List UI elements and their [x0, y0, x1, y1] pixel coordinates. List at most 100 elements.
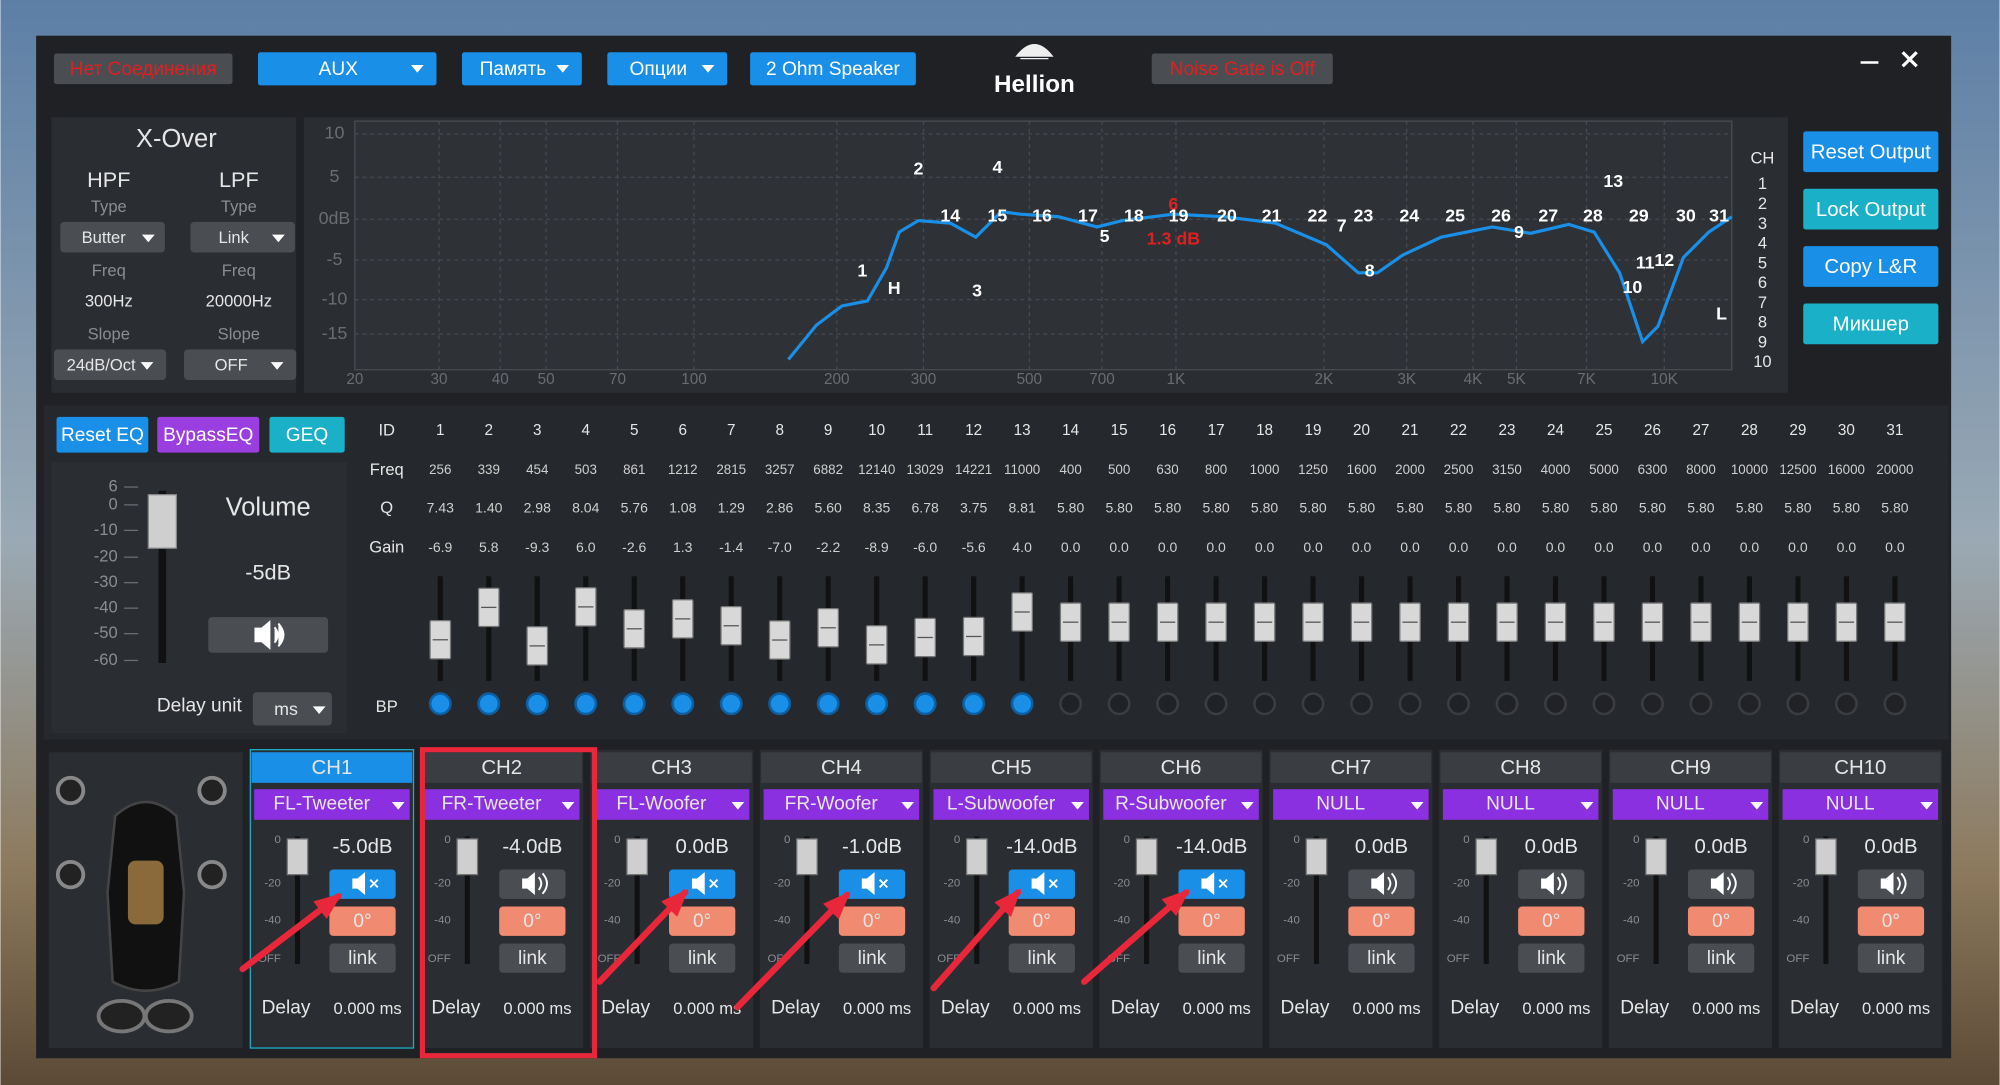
channel-list-item[interactable]: 10: [1753, 352, 1771, 371]
link-button[interactable]: [1348, 943, 1415, 973]
eq-point-label[interactable]: 4: [992, 157, 1002, 177]
bp-toggle[interactable]: [1447, 692, 1470, 716]
bp-toggle[interactable]: [1204, 692, 1228, 716]
eq-point-label[interactable]: 9: [1514, 222, 1524, 242]
link-button[interactable]: [669, 943, 736, 973]
assign-select[interactable]: [1612, 789, 1769, 820]
eq-point-label[interactable]: 18: [1124, 205, 1144, 225]
bp-toggle[interactable]: [768, 692, 792, 716]
bp-toggle[interactable]: [913, 692, 937, 716]
phase-button[interactable]: [1518, 906, 1585, 936]
bp-toggle[interactable]: [1301, 692, 1325, 716]
eq-point-label[interactable]: 14: [940, 205, 960, 225]
eq-point-label[interactable]: 12: [1654, 250, 1674, 270]
channel-header[interactable]: [591, 752, 752, 783]
link-button[interactable]: [499, 943, 566, 973]
eq-point-label[interactable]: 19: [1169, 205, 1189, 225]
channel-slider-thumb[interactable]: [796, 838, 818, 876]
bp-toggle[interactable]: [622, 692, 646, 716]
bp-toggle[interactable]: [1737, 692, 1761, 716]
phase-button[interactable]: [838, 906, 906, 936]
phase-button[interactable]: [1857, 906, 1925, 936]
eq-point-label[interactable]: 10: [1622, 277, 1642, 297]
channel-list-item[interactable]: 8: [1758, 313, 1767, 332]
channel-header[interactable]: [1270, 752, 1432, 783]
phase-button[interactable]: [1687, 906, 1755, 936]
bp-toggle[interactable]: [1786, 692, 1810, 716]
eq-point-label[interactable]: 31: [1709, 205, 1729, 225]
slope-select[interactable]: [184, 349, 297, 380]
phase-button[interactable]: [499, 906, 566, 936]
eq-point-label[interactable]: 2: [913, 158, 923, 178]
channel-header[interactable]: [251, 752, 413, 783]
output-button[interactable]: [1803, 188, 1939, 230]
eq-point-label[interactable]: 24: [1399, 205, 1419, 225]
eq-point-label[interactable]: 5: [1100, 226, 1110, 246]
eq-point-label[interactable]: 30: [1676, 205, 1696, 225]
phase-button[interactable]: [1178, 906, 1245, 936]
phase-button[interactable]: [1348, 906, 1415, 936]
eq-point-label[interactable]: 15: [988, 205, 1008, 225]
speaker-icon[interactable]: [55, 775, 86, 806]
channel-list-item[interactable]: 9: [1758, 332, 1767, 351]
channel-slider-thumb[interactable]: [1475, 838, 1498, 876]
eq-point-label[interactable]: 22: [1308, 205, 1328, 225]
channel-list-item[interactable]: 7: [1758, 293, 1767, 312]
channel-list-item[interactable]: 4: [1758, 234, 1767, 253]
link-button[interactable]: [1008, 943, 1075, 973]
speaker-icon[interactable]: [197, 775, 227, 806]
speaker-icon[interactable]: [197, 859, 227, 890]
bypass-eq-button[interactable]: [157, 416, 260, 453]
output-button[interactable]: [1803, 246, 1939, 287]
link-button[interactable]: [1687, 943, 1755, 973]
bp-toggle[interactable]: [525, 692, 549, 716]
speaker-button[interactable]: [750, 52, 916, 86]
assign-select[interactable]: [763, 789, 920, 820]
assign-select[interactable]: [593, 789, 750, 820]
eq-point-label[interactable]: 17: [1078, 205, 1098, 225]
channel-header[interactable]: [761, 752, 922, 783]
channel-slider-thumb[interactable]: [1135, 838, 1158, 876]
subwoofer-icon[interactable]: [143, 998, 194, 1034]
bp-toggle[interactable]: [1350, 692, 1374, 716]
noise-gate-status[interactable]: [1151, 53, 1333, 85]
bp-toggle[interactable]: [1689, 692, 1713, 716]
link-button[interactable]: [1857, 943, 1925, 973]
source-select[interactable]: [257, 52, 437, 86]
channel-slider-thumb[interactable]: [456, 838, 479, 876]
bp-toggle[interactable]: [1592, 692, 1616, 716]
link-button[interactable]: [1518, 943, 1585, 973]
channel-header[interactable]: [1610, 752, 1771, 783]
eq-point-label[interactable]: 16: [1032, 205, 1052, 225]
phase-button[interactable]: [669, 906, 736, 936]
bp-toggle[interactable]: [865, 692, 889, 716]
channel-header[interactable]: [421, 752, 583, 783]
geq-button[interactable]: [269, 416, 345, 453]
eq-point-label[interactable]: 21: [1262, 205, 1282, 225]
close-button[interactable]: [1901, 51, 1918, 68]
eq-point-label[interactable]: 27: [1538, 205, 1558, 225]
phase-button[interactable]: [1008, 906, 1075, 936]
eq-point-label[interactable]: 3: [972, 281, 982, 301]
bp-toggle[interactable]: [962, 692, 986, 716]
channel-slider-thumb[interactable]: [1305, 838, 1328, 876]
eq-point-label[interactable]: 7: [1337, 216, 1347, 236]
channel-list-item[interactable]: 2: [1758, 194, 1767, 213]
eq-point-label[interactable]: 29: [1629, 205, 1649, 225]
channel-header[interactable]: [930, 752, 1092, 783]
channel-list-item[interactable]: 1: [1758, 174, 1767, 193]
channel-header[interactable]: [1440, 752, 1602, 783]
bp-toggle[interactable]: [816, 692, 840, 716]
channel-header[interactable]: [1100, 752, 1262, 783]
reset-eq-button[interactable]: [56, 416, 149, 453]
bp-toggle[interactable]: [1059, 692, 1083, 716]
output-button[interactable]: [1803, 131, 1939, 173]
bp-toggle[interactable]: [1834, 692, 1858, 716]
assign-select[interactable]: [254, 789, 410, 820]
output-button[interactable]: [1803, 303, 1939, 345]
bp-toggle[interactable]: [477, 692, 501, 716]
channel-slider-thumb[interactable]: [1645, 838, 1667, 876]
subwoofer-icon[interactable]: [96, 998, 147, 1034]
channel-slider-thumb[interactable]: [286, 838, 309, 876]
speaker-icon[interactable]: [55, 859, 86, 890]
